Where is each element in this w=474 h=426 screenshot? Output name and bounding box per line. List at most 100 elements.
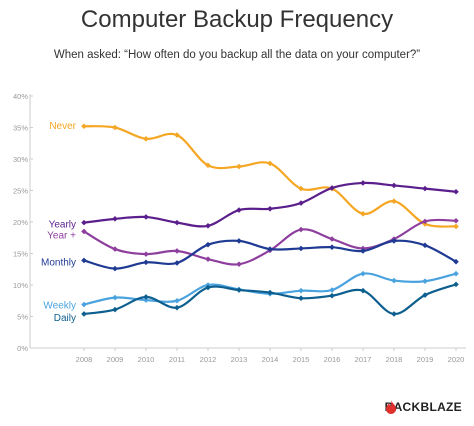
data-point-year <box>174 248 180 254</box>
data-point-year <box>329 236 335 242</box>
data-point-yearly <box>329 185 335 191</box>
y-tick-label: 35% <box>13 124 28 133</box>
data-point-daily <box>81 311 87 317</box>
series-label-monthly: Monthly <box>41 257 76 268</box>
data-point-daily <box>205 284 211 291</box>
data-point-year <box>236 261 242 268</box>
data-point-weekly <box>143 297 149 303</box>
data-point-never <box>174 132 180 138</box>
data-point-never <box>391 198 397 205</box>
data-point-weekly <box>360 270 366 277</box>
x-tick-label: 2012 <box>200 355 217 364</box>
data-point-monthly <box>143 259 149 266</box>
y-tick-label: 15% <box>13 250 28 259</box>
data-point-weekly <box>298 287 304 294</box>
data-point-year <box>205 256 211 262</box>
data-point-yearly <box>174 219 180 226</box>
brand-name: BACKBLAZE <box>384 400 462 414</box>
data-point-monthly <box>329 244 335 250</box>
data-point-never <box>453 223 459 230</box>
x-tick-label: 2015 <box>293 355 310 364</box>
data-point-monthly <box>112 265 118 272</box>
x-tick-label: 2019 <box>417 355 434 364</box>
x-tick-label: 2011 <box>169 355 185 364</box>
chart-subtitle: When asked: “How often do you backup all… <box>53 49 421 61</box>
data-point-yearly <box>112 216 118 222</box>
series-line-daily <box>83 283 457 316</box>
data-point-daily <box>453 281 459 288</box>
x-tick-label: 2020 <box>448 355 465 364</box>
data-point-monthly <box>298 245 304 252</box>
data-point-yearly <box>453 188 459 195</box>
data-point-monthly <box>422 242 428 249</box>
data-point-never <box>143 136 149 142</box>
data-point-monthly <box>205 241 211 248</box>
x-tick-label: 2018 <box>386 355 403 364</box>
data-point-daily <box>391 311 397 317</box>
data-point-monthly <box>391 238 397 244</box>
data-point-never <box>205 162 211 169</box>
y-tick-label: 25% <box>13 187 28 196</box>
data-point-weekly <box>453 270 459 277</box>
data-point-yearly <box>81 219 87 226</box>
data-point-daily <box>236 287 242 293</box>
y-tick-label: 5% <box>17 313 28 322</box>
data-point-monthly <box>453 258 459 265</box>
data-point-daily <box>360 287 366 294</box>
data-point-daily <box>174 304 180 311</box>
data-point-weekly <box>329 287 335 293</box>
flame-icon <box>385 400 396 414</box>
data-point-weekly <box>81 301 87 308</box>
data-point-yearly <box>236 207 242 213</box>
data-point-yearly <box>422 185 428 192</box>
data-point-year <box>453 217 459 224</box>
data-point-year <box>143 251 149 257</box>
x-tick-label: 2013 <box>231 355 248 364</box>
data-point-never <box>236 163 242 170</box>
data-point-never <box>298 185 304 192</box>
data-point-never <box>360 211 366 217</box>
data-point-daily <box>298 295 304 302</box>
data-point-yearly <box>391 182 397 189</box>
x-tick-label: 2010 <box>138 355 155 364</box>
y-tick-label: 30% <box>13 155 28 164</box>
data-point-daily <box>329 292 335 299</box>
data-point-monthly <box>236 238 242 244</box>
chart-title: Computer Backup Frequency <box>80 6 394 33</box>
data-point-yearly <box>298 200 304 206</box>
data-point-never <box>81 123 87 130</box>
series-label-year: Year + <box>47 230 76 241</box>
series-label-never: Never <box>49 121 76 132</box>
x-tick-label: 2014 <box>262 355 279 364</box>
data-point-yearly <box>143 214 149 220</box>
brand-logo: BACKBLAZE <box>385 400 462 414</box>
y-tick-label: 10% <box>13 281 28 290</box>
data-point-monthly <box>360 248 366 254</box>
data-point-daily <box>143 294 149 300</box>
x-tick-label: 2017 <box>355 355 372 364</box>
data-point-daily <box>422 292 428 298</box>
data-point-weekly <box>422 278 428 285</box>
data-point-daily <box>267 289 273 296</box>
data-point-year <box>422 218 428 225</box>
data-point-weekly <box>174 297 180 304</box>
y-tick-label: 20% <box>13 218 28 227</box>
series-line-weekly <box>83 272 457 306</box>
data-point-yearly <box>267 205 273 212</box>
data-point-monthly <box>81 257 87 264</box>
data-point-year <box>112 246 118 252</box>
series-line-year <box>83 218 457 266</box>
y-tick-label: 40% <box>13 92 28 101</box>
data-point-yearly <box>360 180 366 186</box>
series-label-yearly: Yearly <box>49 220 76 231</box>
data-point-daily <box>112 306 118 313</box>
x-tick-label: 2009 <box>107 355 124 364</box>
data-point-monthly <box>174 260 180 266</box>
data-point-monthly <box>267 246 273 252</box>
data-point-never <box>267 160 273 167</box>
series-label-daily: Daily <box>54 313 76 324</box>
x-tick-label: 2008 <box>76 355 93 364</box>
x-tick-label: 2016 <box>324 355 341 364</box>
data-point-never <box>112 124 118 131</box>
